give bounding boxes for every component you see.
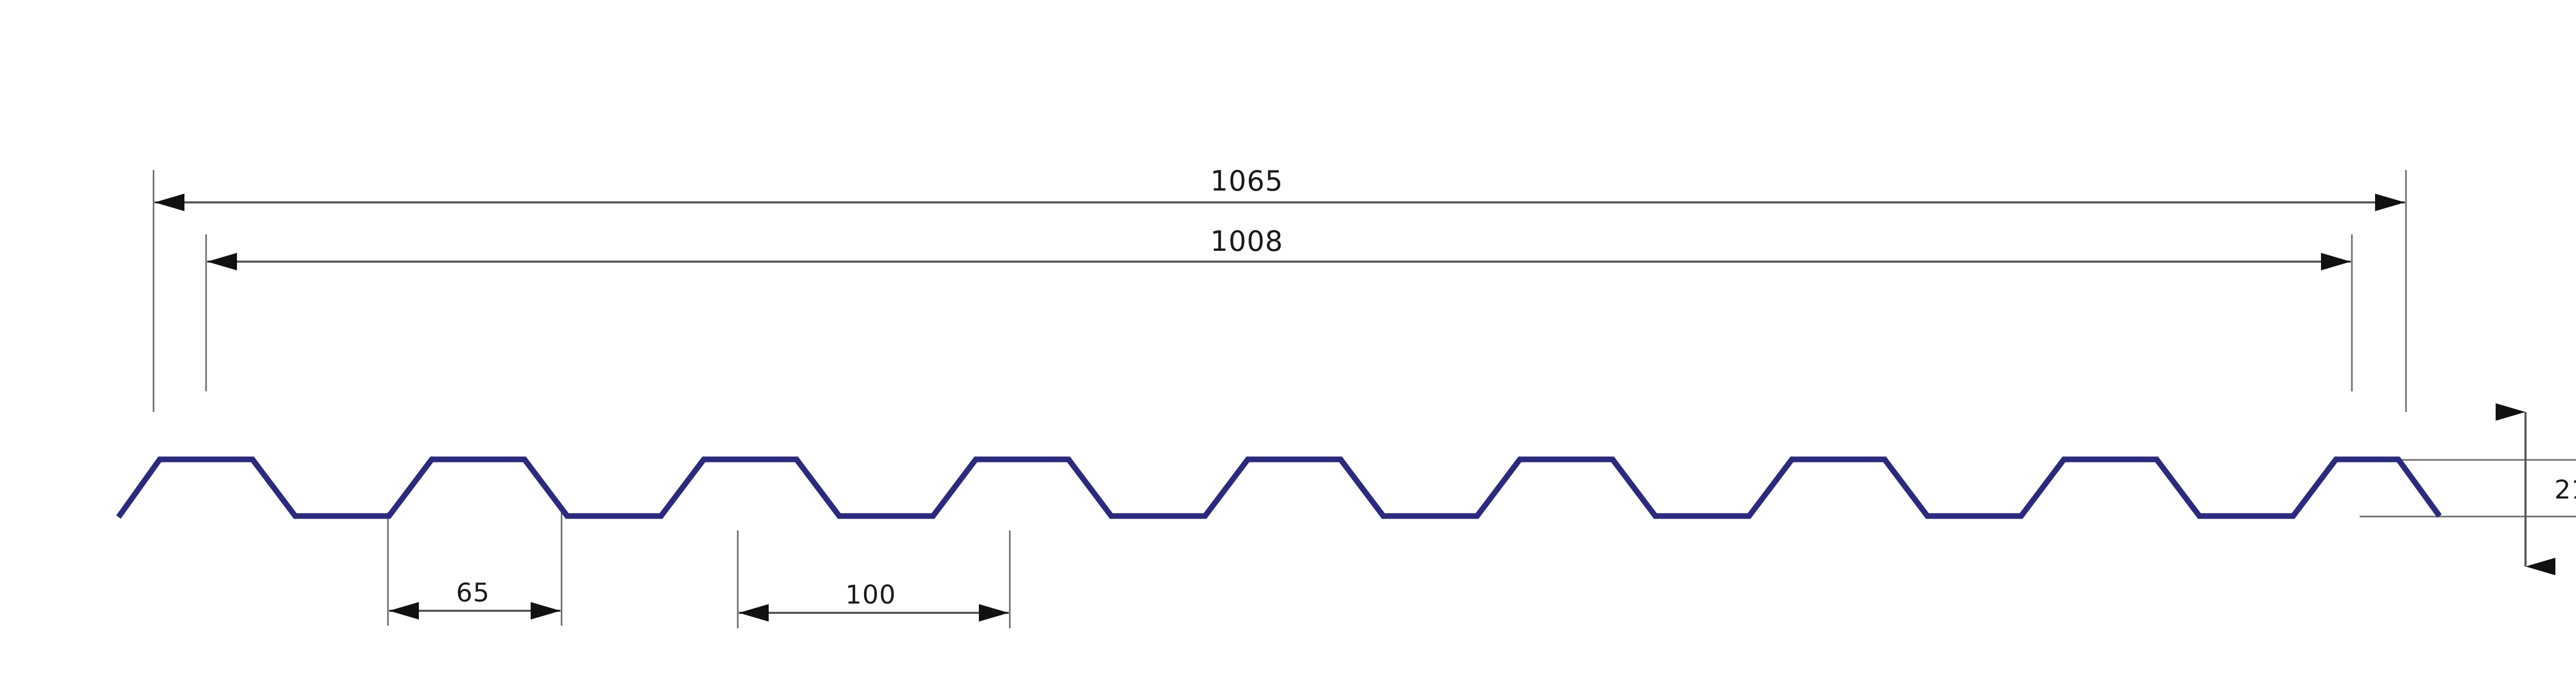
sheet-profile bbox=[116, 456, 2442, 519]
extension-lines bbox=[152, 170, 2576, 628]
label-valley-width: 65 bbox=[456, 578, 490, 608]
label-useful-width: 1008 bbox=[1210, 225, 1283, 257]
label-wave-pitch: 100 bbox=[845, 580, 896, 610]
dimension-lines bbox=[155, 194, 2555, 622]
label-overall-width: 1065 bbox=[1210, 165, 1283, 197]
label-profile-height: 21 мм bbox=[2554, 475, 2576, 505]
profile-polyline bbox=[116, 456, 2442, 519]
dimension-labels: 1065 1008 65 100 21 мм bbox=[456, 165, 2576, 610]
